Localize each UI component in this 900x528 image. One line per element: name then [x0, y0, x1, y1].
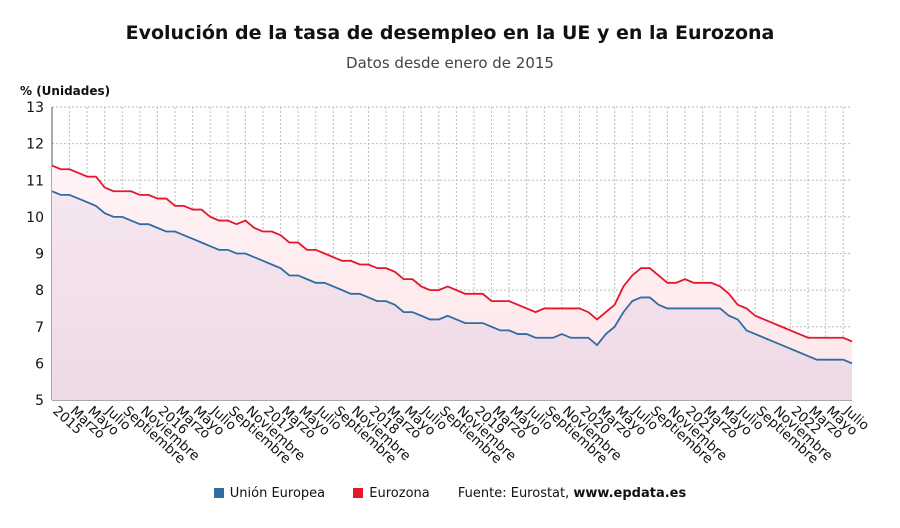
source-note: Fuente: Eurostat, www.epdata.es [458, 486, 686, 501]
line-eurozona [51, 164, 853, 343]
legend: Unión Europea Eurozona Fuente: Eurostat,… [0, 486, 900, 501]
legend-swatch-ue [213, 488, 224, 498]
source-site: www.epdata.es [573, 486, 687, 501]
y-tick-label: 7 [35, 320, 44, 336]
legend-swatch-ez [353, 488, 364, 498]
source-label: Fuente: Eurostat, [457, 486, 574, 501]
area-union-europea [52, 191, 852, 400]
series-areas [52, 165, 852, 400]
series-lines [51, 164, 853, 365]
y-tick-label: 10 [26, 210, 44, 226]
y-tick-label: 8 [35, 283, 44, 299]
y-tick-labels: 5 6 7 8 9 10 11 12 13 [26, 100, 44, 409]
y-tick-label: 11 [26, 173, 44, 189]
chart-subtitle: Datos desde enero de 2015 [346, 54, 554, 72]
y-tick-label: 12 [26, 137, 44, 153]
y-tick-label: 5 [35, 393, 44, 409]
y-tick-label: 9 [35, 247, 44, 263]
legend-item-ez: Eurozona [353, 486, 430, 501]
legend-item-ue: Unión Europea [213, 486, 326, 501]
legend-label-ez: Eurozona [369, 486, 430, 501]
y-tick-label: 6 [35, 356, 44, 372]
y-axis-label: % (Unidades) [20, 84, 111, 98]
x-tick-labels: 2015MarzoMayoJulioSeptiembreNoviembre201… [49, 402, 872, 467]
line-union-europea [51, 190, 853, 365]
legend-label-ue: Unión Europea [229, 486, 326, 501]
chart-title: Evolución de la tasa de desempleo en la … [125, 22, 775, 44]
y-tick-label: 13 [26, 100, 44, 116]
